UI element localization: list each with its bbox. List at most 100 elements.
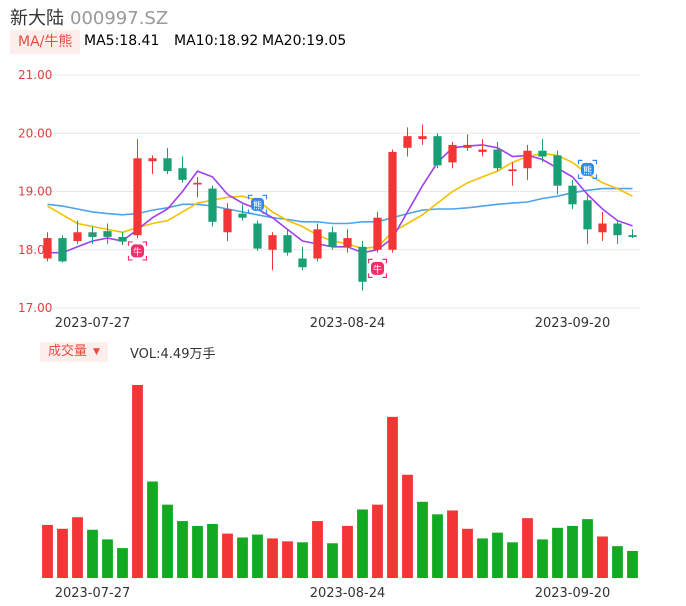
volume-indicator-dropdown[interactable]: 成交量 ▼ [40, 342, 108, 362]
volume-bar [567, 525, 578, 578]
volume-bar [57, 528, 68, 578]
marker-bracket [247, 209, 253, 214]
volume-bar [342, 525, 353, 578]
candle [118, 232, 127, 246]
candle-body [568, 185, 577, 205]
marker-bracket [247, 194, 253, 200]
candle [493, 141, 502, 172]
volume-bar [492, 532, 503, 578]
x-tick-label: 2023-09-20 [535, 316, 611, 331]
candle-body [88, 232, 97, 237]
volume-bar [207, 523, 218, 578]
ma10-legend: MA10:18.92 [174, 33, 259, 49]
y-tick-label: 19.00 [18, 185, 52, 199]
ma5-legend: MA5:18.41 [84, 33, 160, 49]
candle [103, 223, 112, 244]
candle-body [73, 232, 82, 242]
candle [598, 211, 607, 242]
volume-bar [237, 537, 248, 578]
candle-body [523, 150, 532, 169]
moving-average-lines [47, 144, 633, 254]
volume-bar [387, 416, 398, 578]
candle-body [178, 168, 187, 180]
candle [568, 179, 577, 209]
candle [433, 133, 442, 169]
volume-bar [252, 534, 263, 578]
candle [613, 220, 622, 244]
candle [328, 226, 337, 250]
volume-value-label: VOL:4.49万手 [130, 347, 216, 362]
candle [208, 185, 217, 227]
x-tick-label: 2023-07-27 [55, 316, 131, 331]
volume-x-tick-label: 2023-08-24 [310, 586, 386, 601]
candle-body [118, 236, 127, 242]
ma10-line [47, 152, 633, 250]
volume-date-axis: 2023-07-27 2023-08-24 2023-09-20 [55, 586, 611, 601]
candle [283, 229, 292, 256]
ma-indicator-tab[interactable]: MA/牛熊 [10, 30, 81, 54]
candle-body [583, 200, 592, 230]
candle [313, 223, 322, 262]
volume-bar [537, 539, 548, 578]
candle-body [358, 246, 367, 282]
volume-bar [447, 510, 458, 578]
volume-bar [42, 524, 53, 578]
candle-body [403, 136, 412, 148]
candle-body [493, 149, 502, 169]
candle-body [343, 238, 352, 247]
marker-glyph: 熊 [583, 164, 592, 176]
candle-body [313, 229, 322, 259]
volume-bar [357, 509, 368, 578]
candle [508, 162, 517, 186]
ma20-line [47, 187, 633, 225]
volume-bar [477, 538, 488, 578]
candle-body [163, 158, 172, 172]
volume-bar [522, 518, 533, 578]
candle [478, 139, 487, 157]
volume-bar [102, 539, 113, 578]
volume-bar [507, 542, 518, 578]
volume-tag-label: 成交量 [48, 344, 88, 359]
bear-marker-icon: 熊 [247, 194, 268, 214]
volume-bar [417, 501, 428, 578]
y-tick-label: 20.00 [18, 126, 52, 140]
candle-body [103, 231, 112, 237]
candle [388, 149, 397, 253]
volume-bar [297, 542, 308, 578]
marker-bracket [382, 273, 388, 278]
candle-body [58, 238, 67, 262]
volume-bar [612, 546, 623, 578]
volume-series [42, 385, 638, 578]
candle [58, 235, 67, 263]
candle [583, 194, 592, 244]
marker-badge [371, 261, 384, 275]
x-tick-label: 2023-08-24 [310, 316, 386, 331]
candle-body [613, 223, 622, 236]
candle [448, 141, 457, 169]
candle-body [148, 158, 157, 162]
candle [628, 229, 637, 239]
candle [268, 232, 277, 271]
volume-bar [372, 504, 383, 578]
candle-body [448, 144, 457, 163]
marker-bracket [577, 174, 583, 179]
marker-badge [251, 197, 264, 211]
candle [253, 220, 262, 251]
candle-body [328, 232, 337, 247]
candle-body [538, 150, 547, 157]
candle [358, 241, 367, 291]
candle [238, 204, 247, 221]
volume-bar [582, 519, 593, 578]
candle-body [253, 223, 262, 249]
candle-body [418, 136, 427, 140]
volume-bar [327, 543, 338, 578]
marker-bracket [382, 258, 388, 264]
volume-bar [222, 533, 233, 578]
candle [463, 134, 472, 151]
volume-bar [312, 521, 323, 578]
candle [553, 150, 562, 195]
candle [88, 226, 97, 244]
candle-body [373, 217, 382, 250]
